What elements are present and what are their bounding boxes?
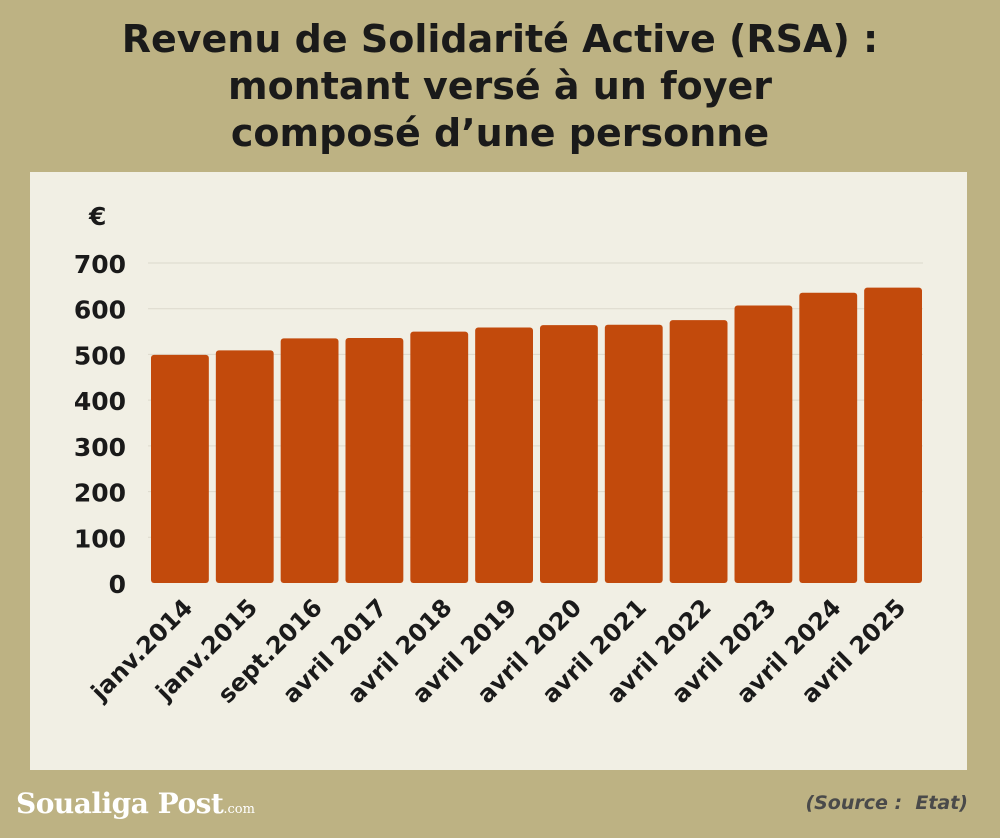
title-line-2: montant versé à un foyer <box>227 64 773 108</box>
y-tick-label-500: 500 <box>74 341 126 370</box>
y-tick-label-700: 700 <box>74 250 126 279</box>
y-tick-label-200: 200 <box>74 479 126 508</box>
chart-panel: 0 100 200 300 400 500 600 700 € janv.2014 janv.201… <box>30 172 967 770</box>
title-line-3: composé d’une personne <box>230 111 770 155</box>
y-tick-label-300: 300 <box>74 433 126 462</box>
y-tick-label-600: 600 <box>74 296 126 325</box>
bar-1 <box>151 354 209 583</box>
logo-suffix: .com <box>223 802 255 817</box>
bar-10 <box>734 305 793 583</box>
bar-4 <box>345 337 404 583</box>
source-note: (Source : Etat) <box>805 792 968 814</box>
bar-7 <box>540 325 598 583</box>
chart-title: Revenu de Solidarité Active (RSA) : mont… <box>0 16 1000 157</box>
bar-3 <box>280 338 339 583</box>
title-line-1: Revenu de Solidarité Active (RSA) : <box>121 17 879 61</box>
bar-8 <box>604 324 663 583</box>
bar-12 <box>864 287 922 583</box>
bar-6 <box>475 327 533 583</box>
bar-9 <box>669 320 728 583</box>
y-axis-label: € <box>88 202 106 231</box>
y-tick-label-0: 0 <box>109 570 126 599</box>
y-tick-label-400: 400 <box>74 387 126 416</box>
bar-chart: 0100200300400500600700€janv.2014janv.201… <box>74 202 923 709</box>
soualiga-post-logo: Soualiga Post.com <box>16 784 255 824</box>
logo-name: Soualiga Post <box>16 787 224 820</box>
bar-2 <box>215 350 274 583</box>
bar-11 <box>799 292 858 583</box>
y-tick-label-100: 100 <box>74 524 126 553</box>
bar-5 <box>410 331 469 583</box>
